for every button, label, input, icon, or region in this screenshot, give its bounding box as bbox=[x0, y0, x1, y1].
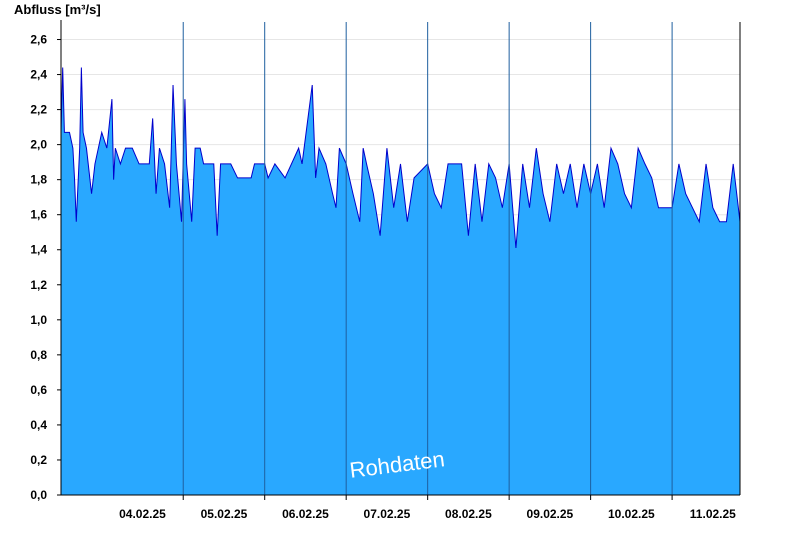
y-tick-label-6: 1,2 bbox=[30, 278, 47, 292]
y-axis-label: Abfluss [m³/s] bbox=[14, 2, 101, 17]
x-tick-label-2: 06.02.25 bbox=[282, 507, 329, 521]
x-tick-label-1: 05.02.25 bbox=[201, 507, 248, 521]
y-tick-label-2: 0,4 bbox=[30, 418, 47, 432]
x-tick-label-5: 09.02.25 bbox=[527, 507, 574, 521]
y-tick-label-1: 0,2 bbox=[30, 453, 47, 467]
y-tick-label-4: 0,8 bbox=[30, 348, 47, 362]
y-tick-label-7: 1,4 bbox=[30, 243, 47, 257]
x-tick-label-6: 10.02.25 bbox=[608, 507, 655, 521]
y-tick-label-0: 0,0 bbox=[30, 488, 47, 502]
y-tick-label-9: 1,8 bbox=[30, 173, 47, 187]
series-line bbox=[60, 67, 741, 249]
series-area bbox=[61, 67, 740, 495]
axes bbox=[60, 20, 741, 496]
x-tick-label-0: 04.02.25 bbox=[119, 507, 166, 521]
y-tick-label-12: 2,4 bbox=[30, 68, 47, 82]
day-separator-lines bbox=[182, 22, 673, 495]
x-axis-ticks: 04.02.25 05.02.25 06.02.25 07.02.25 08.02.25… bbox=[119, 495, 736, 521]
y-tick-label-11: 2,2 bbox=[30, 103, 47, 117]
y-tick-label-3: 0,6 bbox=[30, 383, 47, 397]
x-tick-label-7: 11.02.25 bbox=[690, 507, 736, 521]
y-tick-label-8: 1,6 bbox=[30, 208, 47, 222]
x-tick-label-3: 07.02.25 bbox=[364, 507, 411, 521]
discharge-area-series bbox=[60, 67, 741, 495]
y-tick-label-10: 2,0 bbox=[30, 138, 47, 152]
y-tick-label-13: 2,6 bbox=[30, 33, 47, 47]
y-tick-label-5: 1,0 bbox=[30, 313, 47, 327]
y-axis-ticks: 0,0 0,2 0,4 0,6 0,8 1,0 1,2 1,4 1,6 1,8 2,0 2,2 2,4 2… bbox=[30, 33, 61, 502]
x-tick-label-4: 08.02.25 bbox=[445, 507, 492, 521]
